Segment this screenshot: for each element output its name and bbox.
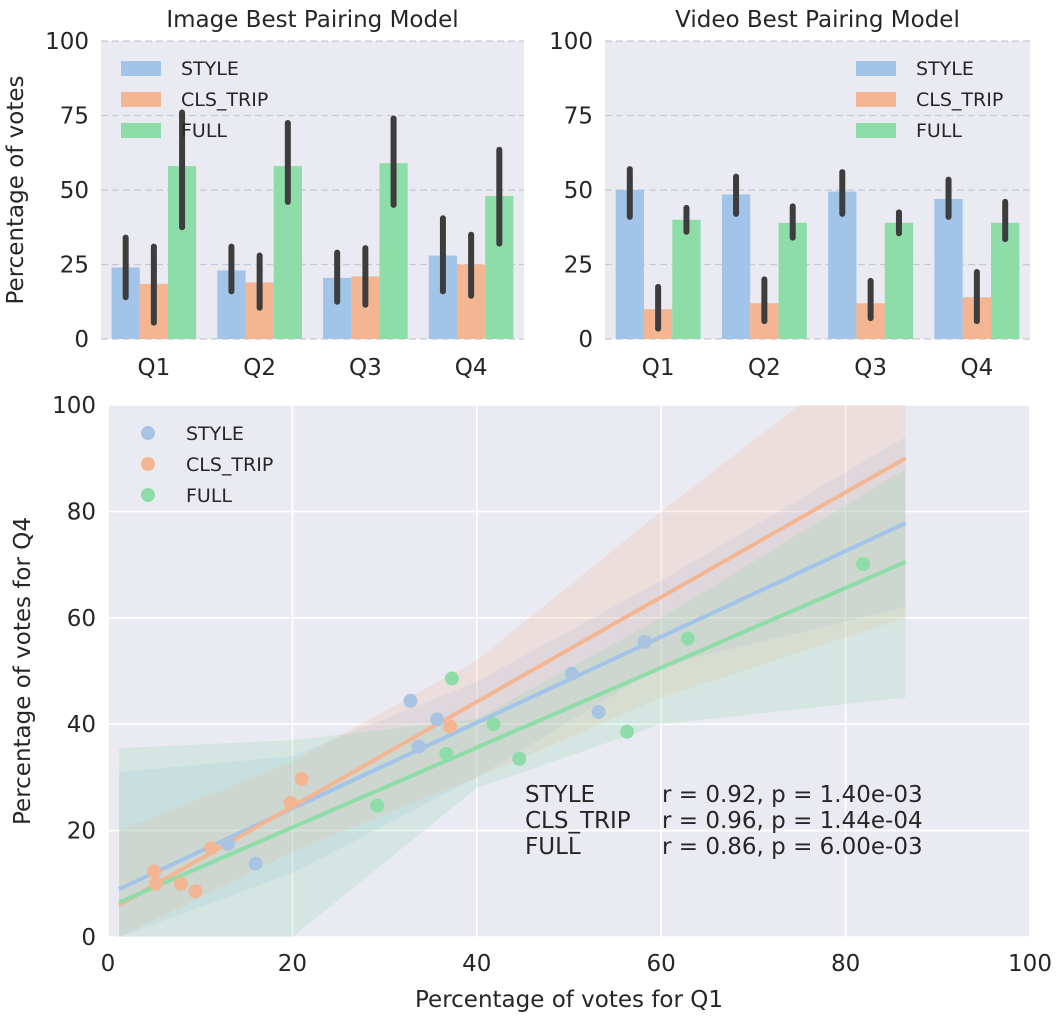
legend-label: CLS_TRIP — [181, 89, 268, 111]
y-tick-label: 100 — [52, 393, 96, 419]
point-cls-trip — [283, 795, 298, 810]
point-style — [411, 739, 426, 754]
y-tick-label: 60 — [67, 606, 96, 632]
x-tick-label: Q4 — [961, 355, 994, 381]
y-tick-label: 80 — [67, 499, 96, 525]
legend-label: CLS_TRIP — [186, 454, 273, 476]
x-tick-label: Q1 — [642, 355, 675, 381]
chart-title: Video Best Pairing Model — [675, 7, 960, 33]
legend-marker — [141, 457, 155, 471]
x-tick-label: 60 — [647, 951, 676, 977]
point-full — [444, 671, 459, 686]
point-cls-trip — [294, 771, 309, 786]
y-tick-label: 25 — [60, 253, 89, 279]
legend-label: STYLE — [181, 58, 239, 80]
point-cls-trip — [148, 876, 163, 891]
x-tick-label: Q4 — [455, 355, 488, 381]
x-tick-label: 0 — [101, 951, 116, 977]
bar-chart-2: 0 25 50 75 100 Video Best Pairing Model Q1 Q2 Q3… — [549, 7, 1030, 381]
legend-label: CLS_TRIP — [916, 89, 1003, 111]
regression-line-style — [118, 521, 907, 891]
point-cls-trip — [147, 864, 162, 879]
annotation-series-name: STYLE — [525, 782, 595, 808]
x-tick-label: 40 — [462, 951, 491, 977]
x-tick-label: 100 — [1008, 951, 1052, 977]
legend-label: FULL — [916, 120, 962, 142]
y-tick-label: 50 — [60, 178, 89, 204]
point-full — [512, 751, 527, 766]
confidence-band-style — [119, 436, 906, 937]
point-style — [220, 836, 235, 851]
point-style — [564, 666, 579, 681]
legend-label: FULL — [186, 485, 232, 507]
x-tick-label: Q3 — [349, 355, 382, 381]
regression-line-cls-trip — [118, 456, 907, 907]
legend-swatch — [121, 123, 161, 138]
bar-chart-1: 0 25 50 75 100 Image Best Pairing Model Percen… — [3, 7, 524, 381]
bar-full-q2 — [778, 222, 807, 339]
point-style — [591, 704, 606, 719]
point-style — [248, 856, 263, 871]
x-tick-label: Q2 — [748, 355, 781, 381]
bar-style-q4 — [934, 198, 963, 339]
x-axis-label: Percentage of votes for Q1 — [415, 987, 723, 1013]
y-axis-label: Percentage of votes for Q4 — [10, 517, 36, 825]
legend-label: FULL — [181, 120, 227, 142]
point-style — [403, 693, 418, 708]
point-full — [620, 724, 635, 739]
y-tick-label: 75 — [564, 104, 593, 130]
y-tick-label: 40 — [67, 712, 96, 738]
point-full — [370, 798, 385, 813]
annotation-series-name: FULL — [525, 834, 581, 860]
y-tick-label: 20 — [67, 819, 96, 845]
annotation-series-name: CLS_TRIP — [525, 808, 631, 834]
y-tick-label: 0 — [578, 327, 593, 353]
x-tick-label: 80 — [831, 951, 860, 977]
annotation-stat: r = 0.86, p = 6.00e-03 — [662, 834, 923, 860]
bar-style-q2 — [721, 194, 751, 339]
y-tick-label: 0 — [81, 925, 96, 951]
bar-full-q1 — [672, 219, 701, 339]
y-tick-label: 50 — [564, 178, 593, 204]
point-cls-trip — [173, 876, 188, 891]
y-tick-label: 0 — [74, 327, 89, 353]
y-tick-label: 75 — [60, 104, 89, 130]
regression-line-full — [118, 560, 907, 905]
legend-swatch — [121, 61, 161, 76]
y-tick-label: 100 — [549, 29, 593, 55]
annotation-stat: r = 0.92, p = 1.40e-03 — [662, 782, 923, 808]
legend-swatch — [121, 92, 161, 107]
x-tick-label: Q3 — [854, 355, 887, 381]
point-full — [486, 717, 501, 732]
annotation-stat: r = 0.96, p = 1.44e-04 — [662, 808, 923, 834]
legend-swatch — [856, 61, 896, 76]
point-full — [439, 746, 454, 761]
legend-marker — [141, 488, 155, 502]
point-full — [856, 557, 871, 572]
confidence-band-full — [119, 468, 906, 937]
legend-label: STYLE — [916, 58, 974, 80]
chart-title: Image Best Pairing Model — [166, 7, 458, 33]
point-cls-trip — [443, 719, 458, 734]
x-tick-label: Q1 — [138, 355, 171, 381]
point-cls-trip — [188, 884, 203, 899]
x-tick-label: 20 — [278, 951, 307, 977]
y-tick-label: 100 — [45, 29, 89, 55]
legend-swatch — [856, 92, 896, 107]
legend-marker — [141, 426, 155, 440]
y-tick-label: 25 — [564, 253, 593, 279]
point-full — [680, 631, 695, 646]
point-cls-trip — [204, 841, 219, 856]
legend-label: STYLE — [186, 423, 244, 445]
scatter-chart: 0 20 40 60 80 100 0 20 40 60 80 100 Percentage of vo… — [10, 393, 1052, 1013]
confidence-band-cls-trip — [119, 405, 906, 937]
bar-full-q3 — [884, 222, 914, 339]
plot-content — [118, 405, 907, 937]
y-axis-label: Percentage of votes — [3, 75, 29, 304]
point-style — [637, 634, 652, 649]
legend-swatch — [856, 123, 896, 138]
point-style — [430, 712, 445, 727]
x-tick-label: Q2 — [243, 355, 276, 381]
